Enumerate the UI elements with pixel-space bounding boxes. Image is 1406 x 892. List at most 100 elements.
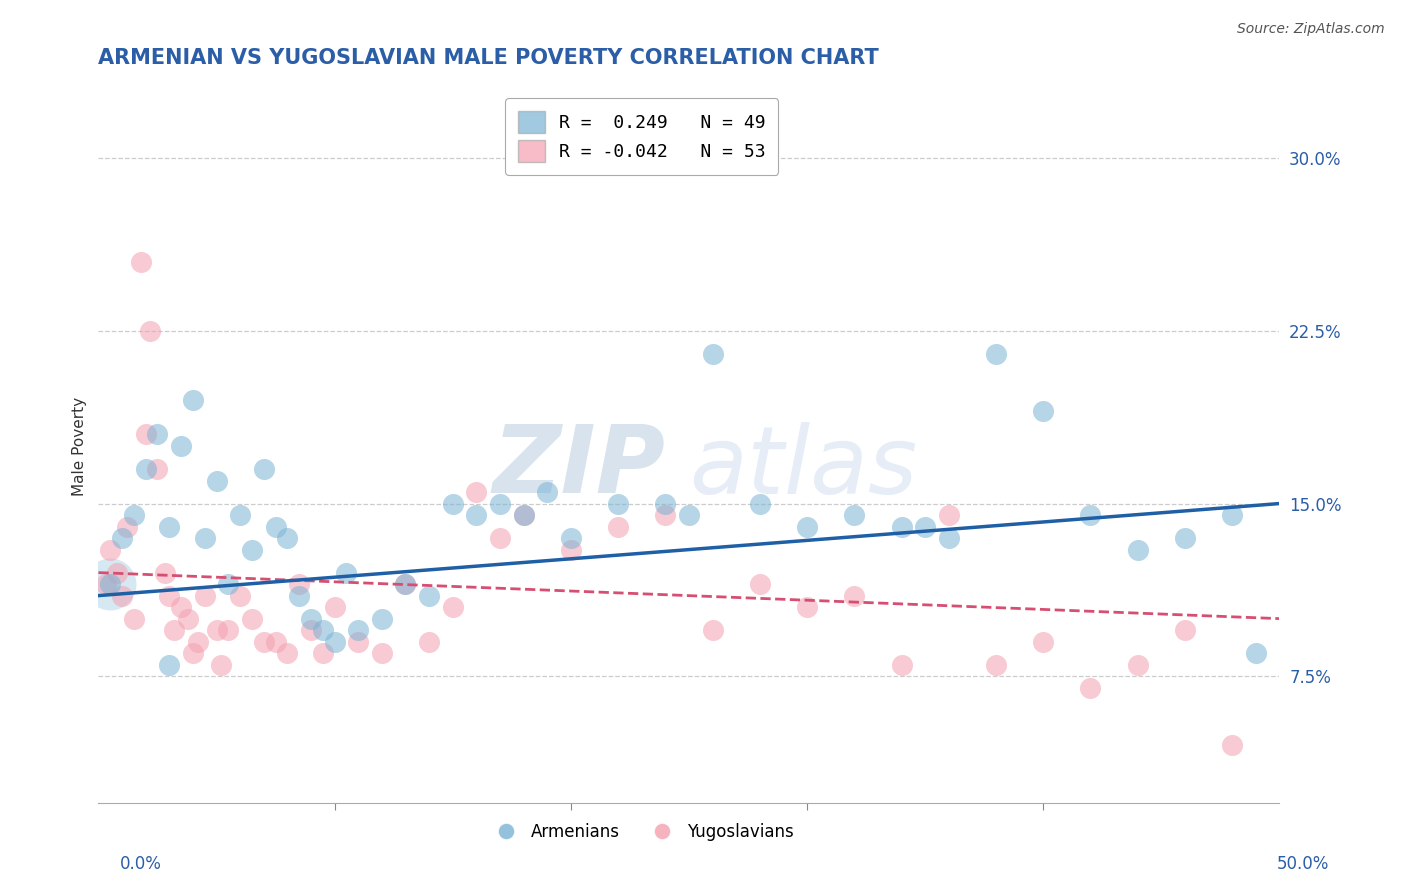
Point [240,542,263,557]
Point [1126,542,1149,557]
Point [371,612,394,626]
Point [157,519,180,533]
Point [984,657,1007,672]
Point [323,634,346,648]
Point [1220,508,1243,522]
Point [146,462,169,476]
Point [135,462,157,476]
Text: ARMENIAN VS YUGOSLAVIAN MALE POVERTY CORRELATION CHART: ARMENIAN VS YUGOSLAVIAN MALE POVERTY COR… [98,48,879,68]
Point [98,542,121,557]
Text: 0.0%: 0.0% [120,855,162,872]
Point [276,531,298,545]
Point [1220,738,1243,752]
Point [796,600,818,615]
Point [312,623,335,637]
Point [98,577,121,591]
Point [181,392,204,407]
Point [560,542,582,557]
Point [157,657,180,672]
Point [607,497,630,511]
Point [217,623,239,637]
Point [170,439,193,453]
Point [205,474,228,488]
Point [1080,508,1102,522]
Point [371,646,394,660]
Point [441,600,464,615]
Point [702,347,724,361]
Text: ZIP: ZIP [492,421,665,514]
Point [844,589,866,603]
Point [288,577,311,591]
Point [1174,623,1197,637]
Point [170,600,193,615]
Point [441,497,464,511]
Text: 50.0%: 50.0% [1277,855,1329,872]
Point [335,566,357,580]
Point [489,531,512,545]
Point [253,634,276,648]
Point [702,623,724,637]
Point [205,623,228,637]
Point [914,519,936,533]
Point [418,589,440,603]
Point [748,577,770,591]
Point [1032,634,1054,648]
Point [94,577,117,591]
Point [418,634,440,648]
Point [890,519,912,533]
Point [122,508,145,522]
Point [115,519,138,533]
Point [607,519,630,533]
Point [181,646,204,660]
Point [253,462,276,476]
Point [1032,404,1054,418]
Text: atlas: atlas [689,422,917,513]
Point [1244,646,1267,660]
Point [560,531,582,545]
Text: Source: ZipAtlas.com: Source: ZipAtlas.com [1237,22,1385,37]
Point [748,497,770,511]
Point [111,589,134,603]
Point [146,427,169,442]
Point [347,634,370,648]
Point [229,589,252,603]
Point [489,497,512,511]
Point [678,508,700,522]
Point [347,623,370,637]
Point [512,508,534,522]
Point [465,485,488,500]
Point [98,577,121,591]
Point [153,566,176,580]
Y-axis label: Male Poverty: Male Poverty [72,396,87,496]
Point [217,577,239,591]
Point [1126,657,1149,672]
Point [163,623,186,637]
Point [135,427,157,442]
Point [1174,531,1197,545]
Point [323,600,346,615]
Point [299,612,322,626]
Point [111,531,134,545]
Point [299,623,322,637]
Point [105,566,128,580]
Point [312,646,335,660]
Point [240,612,263,626]
Point [157,589,180,603]
Point [194,531,217,545]
Point [194,589,217,603]
Point [890,657,912,672]
Point [938,508,960,522]
Point [288,589,311,603]
Point [229,508,252,522]
Point [264,519,287,533]
Point [264,634,287,648]
Point [1080,681,1102,695]
Point [394,577,416,591]
Point [512,508,534,522]
Point [536,485,558,500]
Legend: Armenians, Yugoslavians: Armenians, Yugoslavians [484,817,800,848]
Point [122,612,145,626]
Point [654,508,676,522]
Point [796,519,818,533]
Point [465,508,488,522]
